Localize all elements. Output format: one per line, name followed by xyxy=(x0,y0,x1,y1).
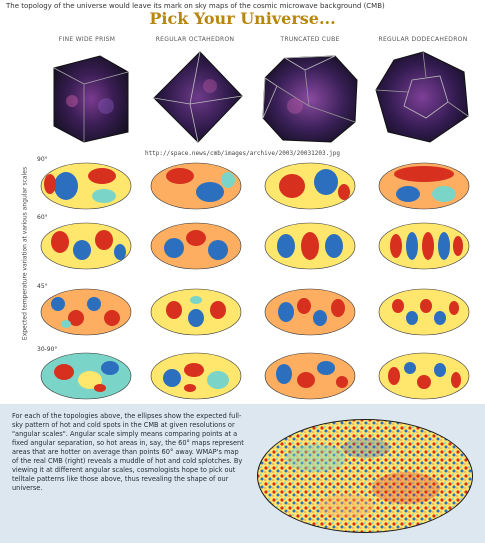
sky-map xyxy=(40,162,132,210)
sky-map xyxy=(150,222,242,270)
row-label-30-90: 30-90° xyxy=(37,346,58,353)
row-label-45: 45° xyxy=(37,283,48,290)
sky-map xyxy=(40,352,132,400)
sky-map xyxy=(378,352,470,400)
source-url: http://space.news/cmb/images/archive/200… xyxy=(144,150,341,157)
sky-map xyxy=(40,288,132,336)
sky-map xyxy=(40,222,132,270)
row-label-60: 60° xyxy=(37,214,48,221)
sky-map xyxy=(150,288,242,336)
sky-map xyxy=(264,162,356,210)
sky-map xyxy=(264,352,356,400)
caption-text: For each of the topologies above, the el… xyxy=(12,412,244,492)
row-label-90: 90° xyxy=(37,156,48,163)
column-label-dodecahedron: REGULAR DODECAHEDRON xyxy=(378,36,468,43)
sky-map xyxy=(378,288,470,336)
sky-map xyxy=(378,162,470,210)
y-axis-label: Expected temperature variation at variou… xyxy=(21,166,29,341)
dodecahedron-shape xyxy=(375,51,469,143)
truncated-cube-shape xyxy=(262,55,358,143)
page-title: Pick Your Universe... xyxy=(149,9,336,28)
octahedron-shape xyxy=(153,51,243,143)
wmap-cmb-map xyxy=(257,419,473,533)
sky-map xyxy=(150,162,242,210)
sky-map xyxy=(264,222,356,270)
column-label-octahedron: REGULAR OCTAHEDRON xyxy=(155,36,235,43)
prism-shape xyxy=(53,55,129,143)
intro-text: The topology of the universe would leave… xyxy=(6,2,385,10)
sky-map xyxy=(378,222,470,270)
column-label-truncated-cube: TRUNCATED CUBE xyxy=(280,36,340,43)
sky-map xyxy=(150,352,242,400)
column-label-prism: FINE WIDE PRISM xyxy=(58,36,116,43)
sky-map xyxy=(264,288,356,336)
